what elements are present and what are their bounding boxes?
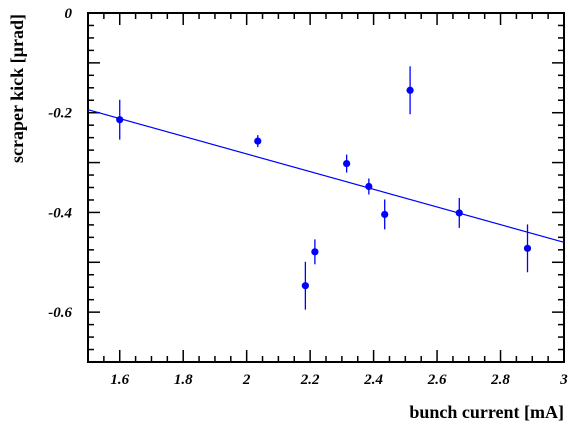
x-tick-label: 1.6 xyxy=(110,372,129,388)
x-tick-label: 2.8 xyxy=(490,372,510,388)
x-tick-label: 2 xyxy=(242,372,251,388)
data-point xyxy=(406,86,414,94)
data-point xyxy=(254,137,262,145)
data-point xyxy=(343,159,351,168)
x-tick-label: 3 xyxy=(559,372,568,388)
y-tick-label: -0.4 xyxy=(48,205,72,221)
data-point xyxy=(116,116,124,124)
y-tick-label: -0.6 xyxy=(48,305,72,321)
y-tick-label: -0.2 xyxy=(48,106,72,122)
x-tick-label: 1.8 xyxy=(174,372,193,388)
x-tick-label: 2.4 xyxy=(363,372,383,388)
plot-frame xyxy=(87,12,565,363)
x-axis-label: bunch current [mA] xyxy=(409,402,564,422)
data-point xyxy=(523,244,532,252)
data-point xyxy=(381,210,389,219)
data-point xyxy=(455,209,463,217)
data-point xyxy=(301,282,309,290)
data-point xyxy=(311,248,319,256)
x-tick-label: 2.6 xyxy=(427,372,447,388)
fit-line xyxy=(87,109,565,243)
data-point xyxy=(365,182,373,191)
y-tick-label: 0 xyxy=(65,6,73,22)
x-tick-label: 2.2 xyxy=(300,372,320,388)
y-axis-label: scraper kick [µrad] xyxy=(7,14,27,163)
